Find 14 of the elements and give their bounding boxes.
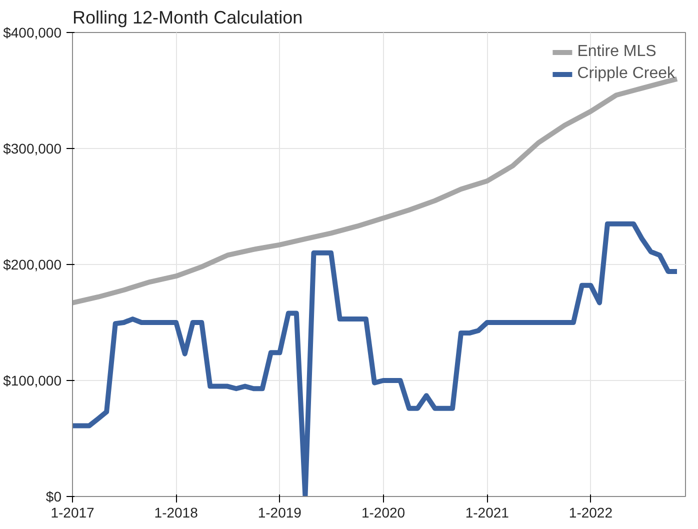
- y-tick-label: $0: [46, 488, 62, 504]
- x-tick-label: 1-2017: [50, 504, 95, 520]
- y-tick-label: $400,000: [3, 24, 62, 40]
- x-tick-label: 1-2018: [154, 504, 198, 520]
- legend-label: Entire MLS: [577, 43, 656, 61]
- y-tick-label: $100,000: [3, 372, 62, 388]
- x-tick-label: 1-2019: [258, 504, 302, 520]
- x-tick-label: 1-2021: [465, 504, 510, 520]
- legend-label: Cripple Creek: [577, 65, 675, 83]
- chart-title: Rolling 12-Month Calculation: [72, 8, 303, 28]
- x-tick-label: 1-2022: [568, 504, 613, 520]
- y-tick-label: $200,000: [3, 256, 62, 272]
- x-tick-label: 1-2020: [361, 504, 406, 520]
- y-tick-label: $300,000: [3, 140, 62, 156]
